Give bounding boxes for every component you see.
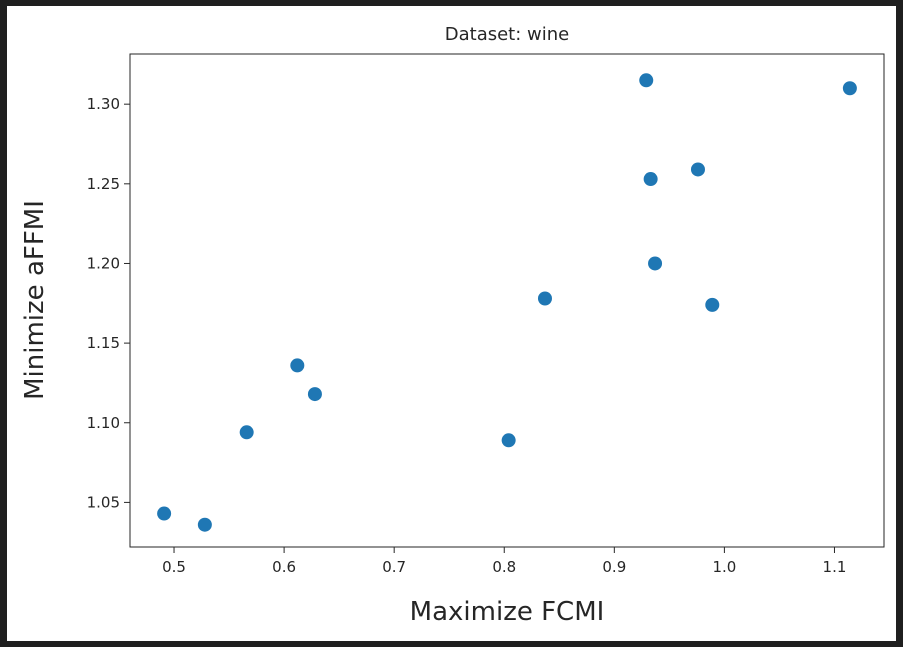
data-point bbox=[639, 73, 654, 88]
data-point bbox=[690, 162, 705, 177]
x-tick-label: 1.1 bbox=[823, 558, 847, 576]
data-point bbox=[307, 387, 322, 402]
data-point bbox=[239, 425, 254, 440]
y-tick-label: 1.15 bbox=[87, 334, 120, 352]
y-tick-label: 1.05 bbox=[87, 493, 120, 511]
y-axis-label: Minimize aFFMI bbox=[20, 200, 50, 400]
data-point bbox=[290, 358, 305, 373]
plot-area bbox=[129, 53, 885, 548]
data-point bbox=[705, 297, 720, 312]
x-axis-label: Maximize FCMI bbox=[410, 597, 605, 627]
chart-title: Dataset: wine bbox=[445, 24, 569, 45]
scatter-chart: Dataset: wine 0.5 0.6 0.7 0.8 0.9 1.0 1.1 1.05… bbox=[20, 24, 885, 627]
y-tick-label: 1.10 bbox=[87, 414, 120, 432]
data-points bbox=[157, 73, 857, 532]
y-tick-label: 1.20 bbox=[87, 254, 120, 272]
x-tick-label: 0.9 bbox=[602, 558, 626, 576]
x-tick-label: 1.0 bbox=[712, 558, 736, 576]
y-tick-label: 1.30 bbox=[87, 95, 120, 113]
data-point bbox=[537, 291, 552, 306]
x-tick-label: 0.5 bbox=[162, 558, 186, 576]
x-tick-label: 0.8 bbox=[492, 558, 516, 576]
data-point bbox=[501, 433, 516, 448]
y-axis-ticks: 1.05 1.10 1.15 1.20 1.25 1.30 bbox=[87, 95, 130, 511]
data-point bbox=[157, 506, 172, 521]
data-point bbox=[842, 81, 857, 96]
data-point bbox=[643, 172, 658, 187]
y-tick-label: 1.25 bbox=[87, 175, 120, 193]
x-tick-label: 0.7 bbox=[382, 558, 406, 576]
data-point bbox=[197, 517, 212, 532]
chart-frame: Dataset: wine 0.5 0.6 0.7 0.8 0.9 1.0 1.1 1.05… bbox=[7, 6, 896, 641]
x-axis-ticks: 0.5 0.6 0.7 0.8 0.9 1.0 1.1 bbox=[162, 547, 846, 576]
x-tick-label: 0.6 bbox=[272, 558, 296, 576]
data-point bbox=[648, 256, 663, 271]
